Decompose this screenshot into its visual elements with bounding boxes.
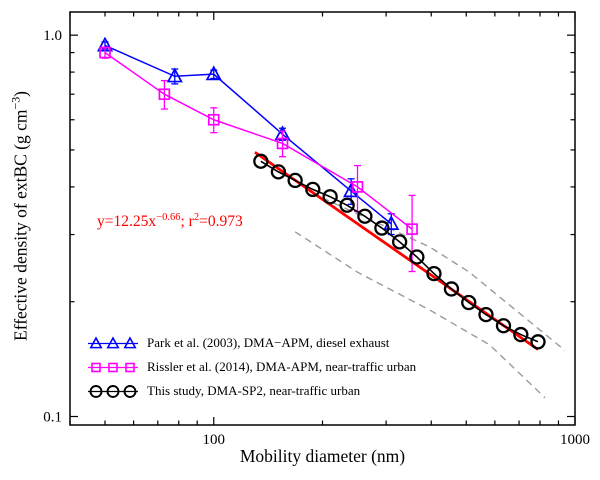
axis-ticks <box>69 12 576 425</box>
legend-label-rissler: Rissler et al. (2014), DMA-APM, near-tra… <box>147 359 417 374</box>
legend: Park et al. (2003), DMA−APM, diesel exha… <box>86 332 416 402</box>
x-tick-label: 100 <box>203 432 226 448</box>
legend-marker-circle-icon <box>88 384 138 398</box>
fit-equation-suffix: =0.973 <box>199 213 243 231</box>
series-this-study <box>253 153 546 350</box>
legend-marker-triangle-icon <box>88 335 138 348</box>
legend-marker-square-icon <box>88 362 138 372</box>
legend-entry-park: Park et al. (2003), DMA−APM, diesel exha… <box>86 332 416 354</box>
tick-labels: 100 1000 0.1 1.0 <box>43 28 590 448</box>
fit-equation-exponent: −0.66 <box>156 212 181 223</box>
y-axis-title: Effective density of extBC (g cm−3) <box>9 91 32 341</box>
fit-equation-mid: ; r <box>180 213 194 231</box>
x-axis-title: Mobility diameter (nm) <box>239 446 406 466</box>
y-axis-title-exponent: −3 <box>8 96 23 110</box>
legend-entry-this-study: This study, DMA-SP2, near-traffic urban <box>86 380 416 402</box>
y-axis-title-suffix: ) <box>10 91 31 97</box>
fit-line <box>254 151 539 351</box>
y-tick-label: 0.1 <box>43 410 62 426</box>
y-tick-label: 1.0 <box>43 28 62 44</box>
legend-label-this-study: This study, DMA-SP2, near-traffic urban <box>147 383 361 398</box>
fit-equation-sup2: 2 <box>193 212 200 223</box>
fit-equation-prefix: y=12.25x <box>97 213 157 231</box>
legend-label-park: Park et al. (2003), DMA−APM, diesel exha… <box>147 335 390 350</box>
x-tick-label: 1000 <box>560 432 590 448</box>
series-rissler <box>99 46 418 273</box>
fit-equation: y=12.25x−0.66; r2=0.973 <box>97 212 243 231</box>
y-axis-title-text: Effective density of extBC (g cm <box>10 109 31 341</box>
legend-entry-rissler: Rissler et al. (2014), DMA-APM, near-tra… <box>86 356 416 378</box>
